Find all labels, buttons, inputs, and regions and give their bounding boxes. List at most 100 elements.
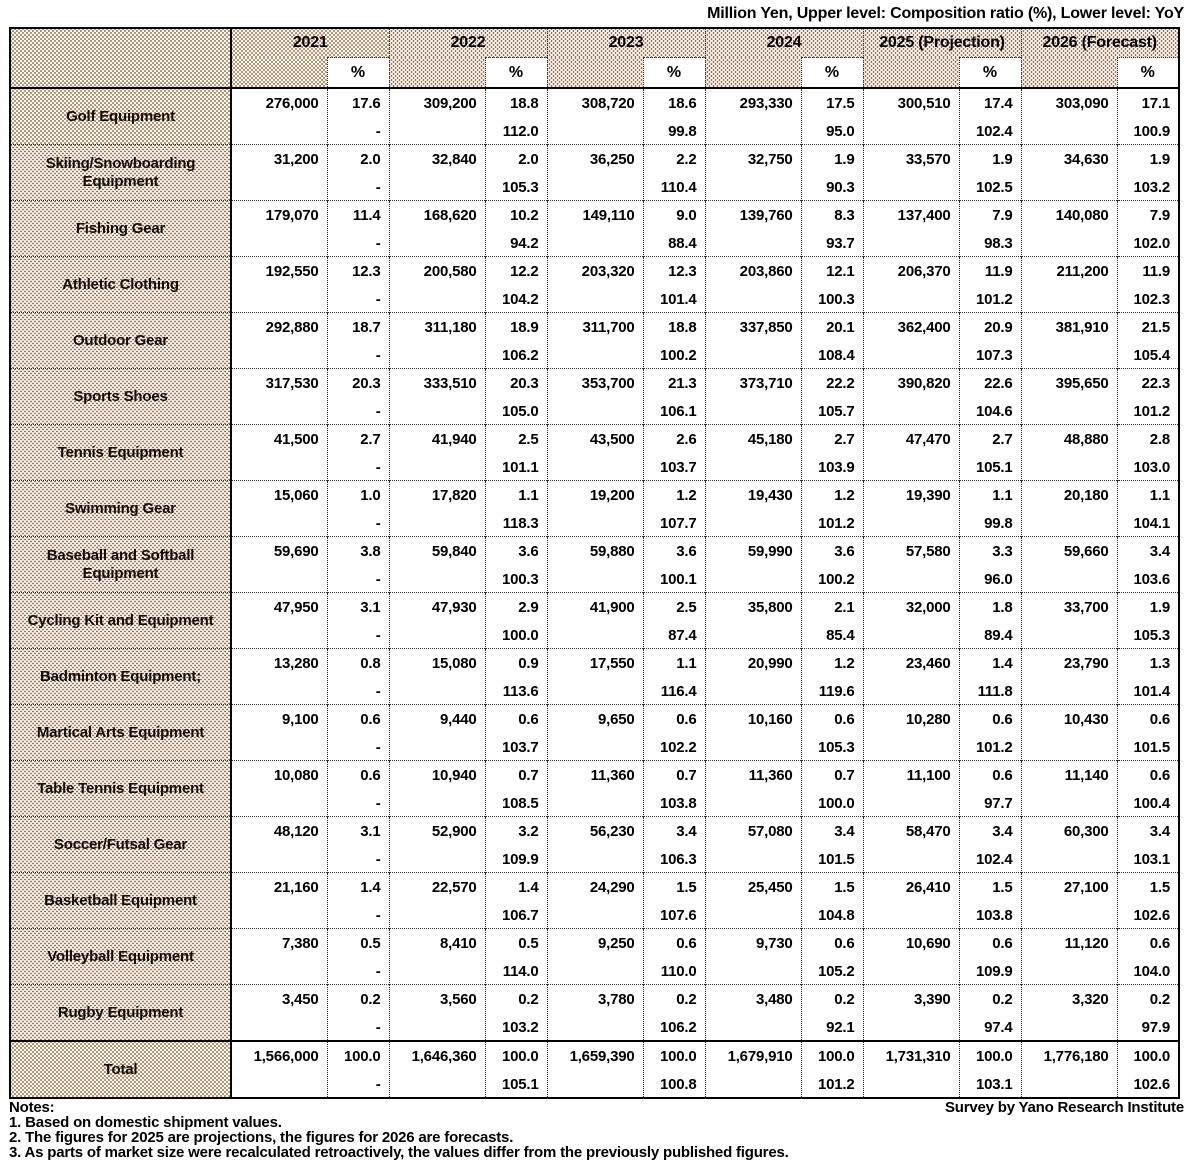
composition-ratio: 0.6 (1149, 711, 1170, 728)
note-line-1: 1. Based on domestic shipment values. (9, 1114, 282, 1131)
value-lower (548, 118, 643, 144)
value-cell: 8,410 (388, 928, 485, 985)
ratio-cell: 0.7 100.0 (800, 760, 863, 817)
row-label: Skiing/Snowboarding Equipment (10, 144, 232, 201)
value-amount: 308,720 (581, 95, 635, 112)
row-label: Tennis Equipment (10, 424, 232, 481)
value-lower (864, 342, 959, 368)
composition-ratio: 100.0 (817, 1048, 855, 1065)
yoy-value: 107.6 (659, 906, 697, 924)
yoy-value: - (375, 794, 381, 812)
composition-ratio: 11.4 (352, 207, 381, 224)
yoy-value: 107.7 (659, 514, 697, 532)
value-lower (548, 1014, 643, 1040)
composition-ratio: 10.2 (510, 207, 539, 224)
composition-ratio: 0.6 (992, 767, 1013, 784)
ratio-cell: 1.5 103.8 (958, 872, 1021, 929)
value-lower (1022, 734, 1117, 760)
value-amount: 200,580 (423, 263, 477, 280)
ratio-cell: 100.0 102.6 (1116, 1040, 1179, 1098)
ratio-cell: 12.3 101.4 (642, 256, 705, 313)
value-cell: 333,510 (388, 368, 485, 425)
value-cell: 25,450 (704, 872, 801, 929)
ratio-cell: 22.2 105.7 (800, 368, 863, 425)
value-cell: 24,290 (546, 872, 643, 929)
ratio-cell: 17.4 102.4 (958, 87, 1021, 145)
ratio-cell: 0.2 106.2 (642, 984, 705, 1041)
yoy-value: 112.0 (502, 122, 539, 140)
value-amount: 337,850 (739, 319, 793, 336)
value-cell: 10,080 (230, 760, 327, 817)
ratio-cell: 0.8 - (326, 648, 389, 705)
yoy-value: 101.5 (1133, 738, 1170, 756)
composition-ratio: 0.6 (1149, 935, 1170, 952)
value-amount: 3,480 (755, 991, 793, 1008)
ratio-cell: 21.3 106.1 (642, 368, 705, 425)
value-cell: 3,780 (546, 984, 643, 1041)
table-row: Tennis Equipment 41,500 2.7 - 41,940 2.5 101.1… (10, 424, 1179, 481)
composition-ratio: 0.2 (360, 991, 381, 1008)
value-cell: 9,100 (230, 704, 327, 761)
ratio-cell: 1.3 101.4 (1116, 648, 1179, 705)
value-cell: 149,110 (546, 200, 643, 257)
value-amount: 11,100 (906, 767, 951, 784)
value-lower (232, 790, 327, 816)
value-cell: 9,730 (704, 928, 801, 985)
composition-ratio: 20.3 (510, 375, 539, 392)
value-cell: 203,320 (546, 256, 643, 313)
value-lower (548, 846, 643, 872)
value-amount: 206,370 (897, 263, 951, 280)
value-amount: 47,470 (905, 431, 951, 448)
ratio-cell: 20.3 - (326, 368, 389, 425)
table-row: Rugby Equipment 3,450 0.2 - 3,560 0.2 103.2 3,7… (10, 984, 1179, 1041)
value-amount: 311,180 (424, 319, 477, 336)
value-lower (864, 958, 959, 984)
value-lower (706, 902, 801, 928)
ratio-cell: 3.6 100.1 (642, 536, 705, 593)
value-amount: 149,110 (582, 207, 635, 224)
yoy-value: - (375, 682, 381, 700)
value-lower (390, 510, 485, 536)
value-amount: 10,280 (905, 711, 951, 728)
table-body: Golf Equipment 276,000 17.6 - 309,200 18.8 112… (10, 87, 1179, 1098)
value-lower (390, 790, 485, 816)
composition-ratio: 20.9 (984, 319, 1013, 336)
value-lower (706, 230, 801, 256)
composition-ratio: 1.4 (518, 879, 539, 896)
value-amount: 9,440 (439, 711, 477, 728)
ratio-cell: 1.5 102.6 (1116, 872, 1179, 929)
ratio-cell: 20.3 105.0 (484, 368, 547, 425)
yoy-value: 97.4 (984, 1018, 1013, 1036)
value-lower (390, 678, 485, 704)
value-lower (864, 510, 959, 536)
value-cell: 1,776,180 (1020, 1040, 1117, 1098)
value-cell: 9,440 (388, 704, 485, 761)
value-amount: 203,320 (581, 263, 635, 280)
composition-ratio: 1.1 (676, 655, 697, 672)
value-lower (232, 342, 327, 368)
ratio-cell: 7.9 102.0 (1116, 200, 1179, 257)
composition-ratio: 1.9 (834, 151, 855, 168)
ratio-cell: 0.6 101.2 (958, 704, 1021, 761)
value-amount: 7,380 (281, 935, 319, 952)
value-lower (864, 1071, 959, 1097)
notes-title: Notes: (9, 1099, 55, 1116)
value-lower (548, 454, 643, 480)
value-lower (548, 566, 643, 592)
yoy-value: 118.3 (502, 514, 539, 532)
value-lower (232, 454, 327, 480)
value-amount: 43,500 (589, 431, 635, 448)
value-cell: 362,400 (862, 312, 959, 369)
ratio-cell: 9.0 88.4 (642, 200, 705, 257)
value-amount: 353,700 (581, 375, 635, 392)
yoy-value: 103.0 (1133, 458, 1170, 476)
value-amount: 1,776,180 (1043, 1048, 1109, 1065)
value-lower (232, 846, 327, 872)
value-lower (864, 286, 959, 312)
value-lower (706, 118, 801, 144)
yoy-value: 100.2 (817, 570, 855, 588)
ratio-cell: 1.0 - (326, 480, 389, 537)
value-cell: 3,390 (862, 984, 959, 1041)
value-lower (706, 622, 801, 648)
ratio-cell: 22.6 104.6 (958, 368, 1021, 425)
